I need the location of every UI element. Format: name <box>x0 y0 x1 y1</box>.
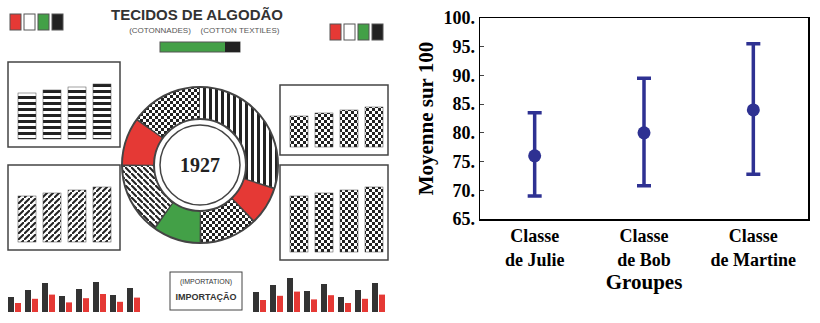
svg-text:65.: 65. <box>452 209 475 229</box>
svg-text:75.: 75. <box>452 152 475 172</box>
svg-text:100.: 100. <box>443 8 475 28</box>
svg-text:(COTONNADES): (COTONNADES) <box>129 26 191 35</box>
svg-text:Classede Julie: Classede Julie <box>505 226 565 269</box>
svg-text:Classede Bob: Classede Bob <box>617 226 671 269</box>
svg-text:1927: 1927 <box>180 154 220 176</box>
svg-text:70.: 70. <box>452 181 475 201</box>
svg-text:90.: 90. <box>452 66 475 86</box>
svg-text:(IMPORTATION): (IMPORTATION) <box>180 278 232 286</box>
svg-text:85.: 85. <box>452 94 475 114</box>
svg-text:80.: 80. <box>452 123 475 143</box>
svg-text:(COTTON TEXTILES): (COTTON TEXTILES) <box>201 26 280 35</box>
svg-text:Classede Martine: Classede Martine <box>711 226 796 269</box>
svg-text:IMPORTAÇÃO: IMPORTAÇÃO <box>176 292 237 302</box>
svg-text:95.: 95. <box>452 37 475 57</box>
svg-text:Groupes: Groupes <box>606 270 683 294</box>
svg-text:TECIDOS DE ALGODÃO: TECIDOS DE ALGODÃO <box>111 6 283 23</box>
svg-text:Moyenne sur 100: Moyenne sur 100 <box>414 42 438 196</box>
